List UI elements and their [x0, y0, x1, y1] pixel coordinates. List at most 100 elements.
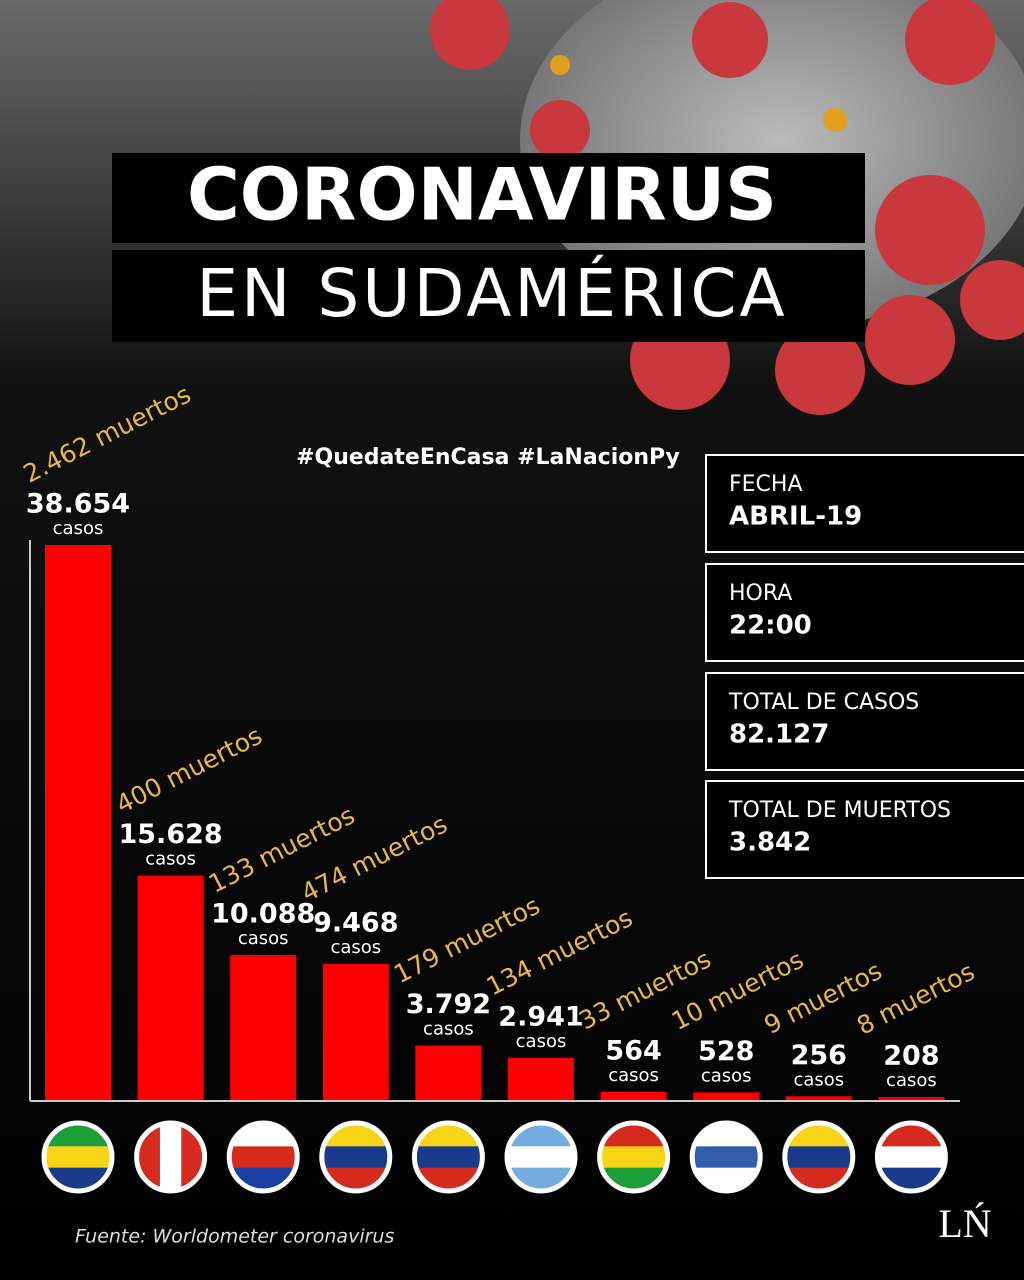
value-label: 10.088 [211, 899, 315, 930]
flag-border [134, 1120, 208, 1194]
info-box [705, 780, 1024, 879]
subtitle: EN SUDAMÉRICA [196, 254, 787, 332]
bar [322, 964, 389, 1100]
flag-border [226, 1120, 300, 1194]
info-box [705, 454, 1024, 553]
flag-stripe [879, 1125, 944, 1148]
flag-stripe [786, 1167, 851, 1189]
flag-stripes [46, 1125, 110, 1189]
flag-stripe [694, 1167, 759, 1189]
flag [689, 1120, 763, 1194]
flag-border [319, 1120, 393, 1194]
info-value: 82.127 [729, 720, 829, 750]
info-label: FECHA [729, 472, 803, 497]
flag-stripe [416, 1146, 481, 1169]
info-label: HORA [729, 581, 792, 606]
flag-stripes [786, 1125, 851, 1189]
flag-stripe [231, 1167, 296, 1189]
unit-label: casos [53, 518, 104, 539]
value-label: 2.941 [498, 1001, 583, 1032]
info-value: 22:00 [729, 611, 812, 641]
flag-stripes [509, 1125, 573, 1189]
info-box [705, 563, 1024, 662]
flag-stripe [879, 1146, 944, 1169]
flag-stripe [323, 1146, 388, 1169]
flag [504, 1120, 578, 1194]
bar [785, 1096, 852, 1100]
unit-label: casos [238, 928, 289, 949]
bar [230, 955, 297, 1100]
title: CORONAVIRUS [187, 153, 777, 237]
unit-label: casos [793, 1069, 844, 1090]
flag-stripe [46, 1167, 110, 1189]
flag-stripe [159, 1125, 183, 1189]
title-box [112, 153, 865, 243]
unit-label: casos [516, 1031, 567, 1052]
flag [134, 1120, 208, 1194]
bar [45, 545, 111, 1100]
value-label: 3.792 [406, 989, 491, 1020]
flag-stripe [601, 1146, 666, 1169]
flag-border [41, 1120, 115, 1194]
flag-stripe [46, 1125, 110, 1148]
flag-border [689, 1120, 763, 1194]
flag-stripes [138, 1125, 203, 1189]
flag [411, 1120, 485, 1194]
flag-stripe [694, 1146, 759, 1169]
unit-label: casos [330, 937, 381, 958]
flag-stripe [509, 1146, 573, 1169]
flag-stripes [323, 1125, 388, 1189]
flag-stripe [181, 1125, 203, 1189]
flag-border [504, 1120, 578, 1194]
value-label: 9.468 [313, 908, 398, 939]
flag-stripe [323, 1167, 388, 1189]
value-label: 38.654 [26, 489, 130, 520]
flag-stripes [416, 1125, 481, 1189]
flag-stripe [231, 1125, 296, 1148]
info-value: 3.842 [729, 828, 811, 858]
flag-stripe [138, 1125, 161, 1189]
flag-stripes [231, 1125, 296, 1189]
unit-label: casos [423, 1019, 474, 1040]
flag [226, 1120, 300, 1194]
value-label: 15.628 [118, 819, 222, 850]
subtitle-box [112, 250, 865, 342]
flag-border [597, 1120, 671, 1194]
bar [415, 1045, 482, 1100]
info-label: TOTAL DE CASOS [728, 690, 919, 715]
unit-label: casos [886, 1070, 937, 1091]
value-label: 564 [605, 1035, 661, 1066]
source: Fuente: Worldometer coronavirus [75, 1226, 394, 1248]
flag-stripes [879, 1125, 944, 1189]
value-label: 528 [698, 1036, 754, 1067]
flag-border [782, 1120, 856, 1194]
bar [878, 1097, 945, 1100]
flag-stripe [601, 1125, 666, 1148]
bar [693, 1092, 760, 1100]
unit-label: casos [145, 849, 196, 870]
hashtags: #QuedateEnCasa #LaNacionPy [296, 445, 680, 470]
flag-stripe [46, 1146, 110, 1169]
bar [137, 875, 204, 1100]
bar [508, 1057, 574, 1100]
flag [597, 1120, 671, 1194]
value-label: 208 [883, 1041, 939, 1072]
flag [782, 1120, 856, 1194]
flag-stripe [416, 1167, 481, 1189]
flag-stripe [694, 1125, 759, 1148]
flag-border [874, 1120, 948, 1194]
unit-label: casos [701, 1065, 752, 1086]
flag-stripes [694, 1125, 759, 1189]
logo: LŃ [938, 1201, 991, 1246]
flag-stripe [323, 1125, 388, 1148]
flag [41, 1120, 115, 1194]
value-label: 256 [791, 1040, 847, 1071]
info-box [705, 672, 1024, 771]
bar [600, 1091, 667, 1100]
flag-stripe [416, 1125, 481, 1148]
flag-stripe [601, 1167, 666, 1189]
unit-label: casos [608, 1065, 659, 1086]
flag-stripe [879, 1167, 944, 1189]
flag-stripe [786, 1125, 851, 1148]
